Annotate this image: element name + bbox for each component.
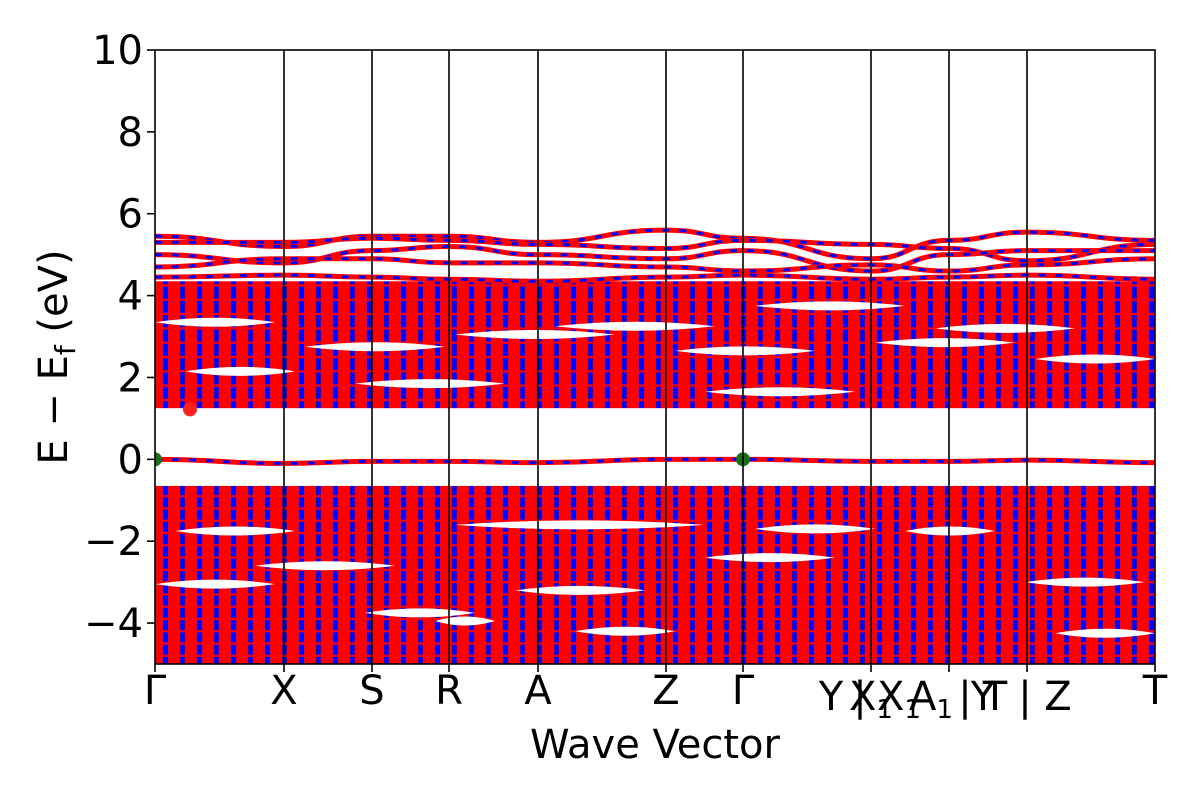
x-tick-label: X1 (877, 674, 921, 725)
y-tick-label: 2 (118, 355, 143, 401)
x-tick-label: S (359, 668, 384, 714)
band-gap-region (575, 626, 675, 636)
band-gap-region (365, 608, 475, 618)
band-gap-region (155, 317, 275, 327)
band-gap-region (1055, 628, 1155, 638)
y-axis-ticks: −4 −2 0 2 4 6 8 10 (84, 28, 155, 647)
x-tick-label: A (524, 668, 552, 714)
x-tick-label: Γ (732, 668, 755, 714)
x-tick-separator: | (1018, 674, 1031, 720)
x-tick-label-base: X (849, 674, 876, 720)
y-axis-title: E − Ef (eV) (31, 249, 82, 464)
x-tick-label: Y (970, 674, 996, 720)
x-tick-label: T (1142, 668, 1168, 714)
x-tick-label-base: A (909, 674, 937, 720)
band-gap-region (935, 323, 1075, 333)
plot-frame (154, 49, 1156, 665)
y-tick-label: 4 (118, 274, 143, 320)
band-gap-region (705, 553, 835, 563)
band-gap-region (355, 379, 505, 389)
band-gap-region (455, 520, 705, 530)
band-gap-region (555, 321, 715, 331)
band-gap-region (905, 526, 995, 536)
x-tick-label: Z (1044, 674, 1071, 720)
y-tick-label: 10 (92, 28, 143, 74)
band-gap-region (175, 526, 295, 536)
y-tick-label: −2 (84, 519, 143, 565)
x-tick-label: Z (652, 668, 679, 714)
band-gap-region (185, 366, 295, 376)
high-symmetry-lines (283, 50, 1028, 664)
x-tick-separator: | (958, 674, 971, 720)
band-gap-region (1025, 577, 1145, 587)
band-extremum-marker (183, 402, 197, 417)
band-gap-region (875, 338, 1015, 348)
x-tick-label-base: X (877, 674, 904, 720)
x-axis-title: Wave Vector (530, 722, 781, 768)
y-tick-label: 8 (118, 110, 143, 156)
y-axis-title-subscript: f (49, 344, 82, 355)
band-gap-region (755, 524, 875, 534)
x-tick-label: Γ (144, 668, 167, 714)
band-gap-region (155, 579, 275, 589)
y-tick-label: 6 (118, 192, 143, 238)
x-tick-label: A1 (909, 674, 953, 725)
x-tick-separator: | (853, 674, 866, 720)
x-tick-label: T (982, 674, 1008, 720)
band-gap-region (305, 342, 445, 352)
x-tick-label: X (270, 668, 297, 714)
x-tick-label: R (435, 668, 463, 714)
x-tick-label-subscript: 1 (936, 695, 953, 725)
y-axis-title-unit: (eV) (31, 249, 77, 345)
valence-continuum (155, 485, 1155, 664)
band-gap-region (515, 585, 645, 595)
x-tick-label: X1 (849, 674, 893, 725)
band-gap-region (675, 346, 815, 356)
y-axis-title-main: E − E (31, 355, 77, 465)
band-extremum-marker (155, 452, 162, 467)
x-tick-label-subscript: 1 (876, 695, 893, 725)
x-tick-label-subscript: 1 (904, 695, 921, 725)
x-tick-label: Y (818, 674, 844, 720)
y-tick-label: 0 (118, 437, 143, 483)
band-gap-region (755, 301, 905, 311)
band-gap-region (255, 561, 395, 571)
conduction-band (155, 227, 1155, 262)
band-gap-region (455, 329, 615, 339)
band-gap-region (1035, 354, 1155, 364)
band-gap-region (435, 616, 495, 626)
y-tick-label: −4 (84, 601, 143, 647)
plot-area (155, 227, 1155, 664)
